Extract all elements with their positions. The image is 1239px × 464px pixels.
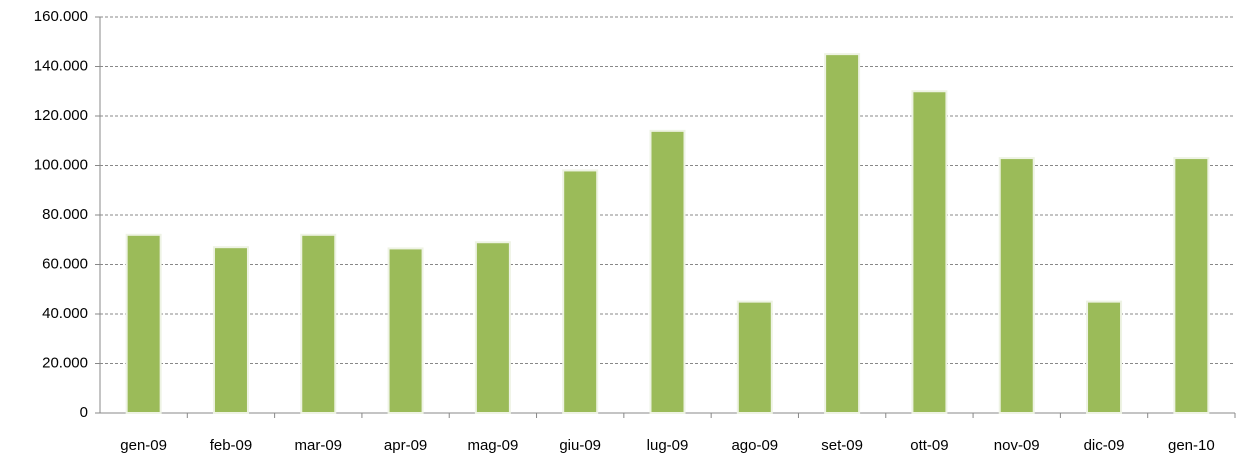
bar — [300, 233, 337, 414]
bar — [998, 157, 1035, 414]
bar — [1086, 300, 1123, 414]
x-tick-label: mag-09 — [467, 437, 518, 454]
y-tick-label: 100.000 — [34, 156, 88, 173]
x-tick-label: giu-09 — [559, 437, 601, 454]
x-tick-label: lug-09 — [647, 437, 689, 454]
x-tick-label: gen-10 — [1168, 437, 1215, 454]
bar — [387, 247, 424, 414]
bar — [649, 129, 686, 414]
x-tick-label: dic-09 — [1084, 437, 1125, 454]
bar — [125, 233, 162, 414]
x-tick-label: set-09 — [821, 437, 863, 454]
bar — [562, 169, 599, 414]
x-tick-label: apr-09 — [384, 437, 427, 454]
bar — [736, 300, 773, 414]
bar — [824, 53, 861, 414]
x-tick-label: ago-09 — [731, 437, 778, 454]
y-tick-label: 40.000 — [42, 305, 88, 322]
y-tick-label: 140.000 — [34, 57, 88, 74]
x-tick-label: nov-09 — [994, 437, 1040, 454]
x-tick-label: mar-09 — [295, 437, 343, 454]
y-tick-label: 80.000 — [42, 206, 88, 223]
y-tick-label: 20.000 — [42, 354, 88, 371]
x-tick-label: feb-09 — [210, 437, 253, 454]
bar — [474, 241, 511, 414]
bar — [911, 90, 948, 414]
x-tick-label: gen-09 — [120, 437, 167, 454]
x-tick-label: ott-09 — [910, 437, 948, 454]
bar — [212, 246, 249, 414]
y-tick-label: 160.000 — [34, 8, 88, 25]
y-tick-label: 120.000 — [34, 107, 88, 124]
y-tick-label: 0 — [80, 404, 88, 421]
bar — [1173, 157, 1210, 414]
y-tick-label: 60.000 — [42, 255, 88, 272]
